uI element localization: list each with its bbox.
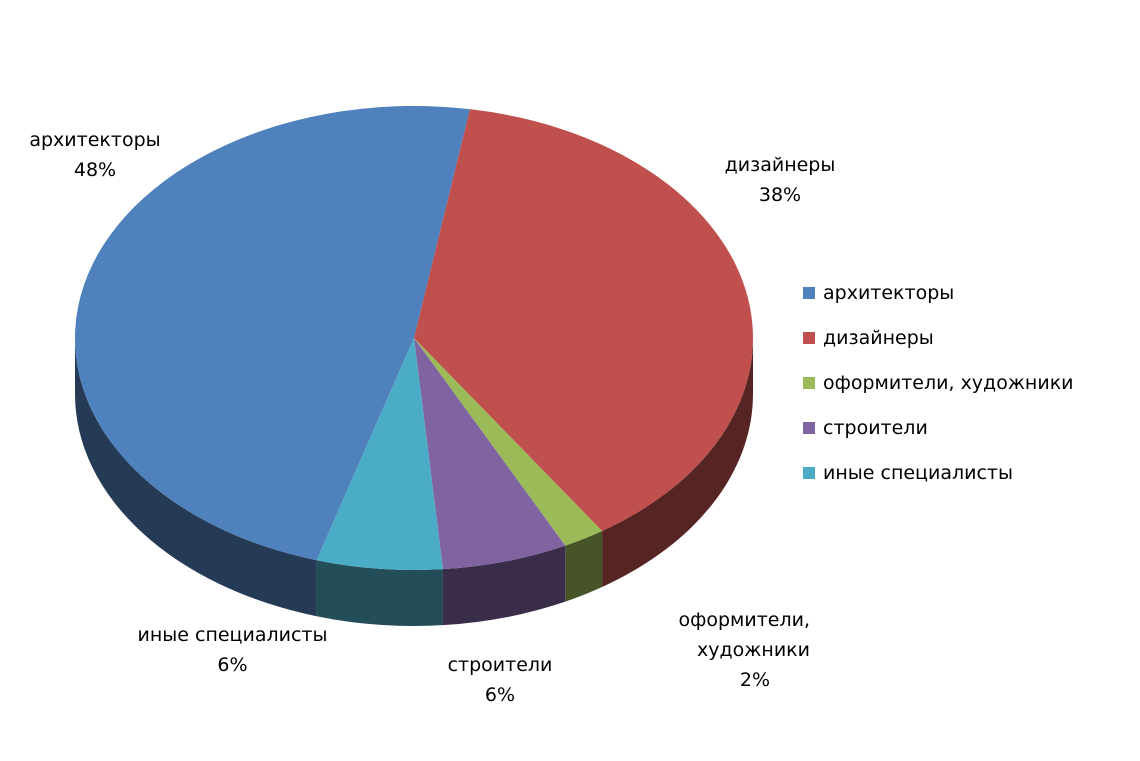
- legend-swatch: [803, 377, 815, 389]
- legend-label: дизайнеры: [823, 327, 934, 349]
- data-label: архитекторы 48%: [20, 125, 170, 185]
- legend-label: строители: [823, 417, 928, 439]
- slice: [414, 109, 753, 532]
- slice: [316, 338, 443, 570]
- slice-side: [75, 338, 317, 617]
- slice-side: [565, 531, 603, 602]
- data-label: строители 6%: [420, 650, 580, 710]
- legend-label: оформители, художники: [823, 372, 1074, 394]
- legend-entry: оформители, художники: [803, 372, 1074, 394]
- data-label-name: архитекторы: [29, 129, 161, 151]
- legend-swatch: [803, 332, 815, 344]
- data-label: оформители, художники 2%: [640, 605, 810, 695]
- data-label-value: 48%: [73, 159, 117, 181]
- slice-side: [602, 338, 753, 588]
- data-label: иные специалисты 6%: [120, 620, 345, 680]
- data-label-name: оформители, художники: [678, 609, 810, 661]
- legend-label: архитекторы: [823, 282, 955, 304]
- legend-swatch: [803, 467, 815, 479]
- legend-swatch: [803, 422, 815, 434]
- data-label-value: 38%: [758, 184, 802, 206]
- legend-entry: дизайнеры: [803, 327, 934, 349]
- data-label-name: дизайнеры: [724, 154, 836, 176]
- slice: [414, 338, 603, 546]
- top-faces: [74, 105, 753, 570]
- data-label-value: 6%: [484, 684, 516, 706]
- data-label-name: строители: [447, 654, 553, 676]
- legend-entry: строители: [803, 417, 928, 439]
- data-label: дизайнеры 38%: [700, 150, 860, 210]
- legend-swatch: [803, 287, 815, 299]
- data-label-name: иные специалисты: [137, 624, 328, 646]
- slice-side: [316, 560, 443, 626]
- slice: [74, 105, 470, 561]
- slice-side: [442, 545, 566, 626]
- data-label-value: 6%: [217, 654, 248, 676]
- data-label-value: 2%: [739, 669, 771, 691]
- legend-entry: иные специалисты: [803, 462, 1013, 484]
- legend-entry: архитекторы: [803, 282, 954, 304]
- slice: [414, 338, 566, 570]
- side-walls: [75, 338, 753, 626]
- legend-label: иные специалисты: [823, 462, 1013, 484]
